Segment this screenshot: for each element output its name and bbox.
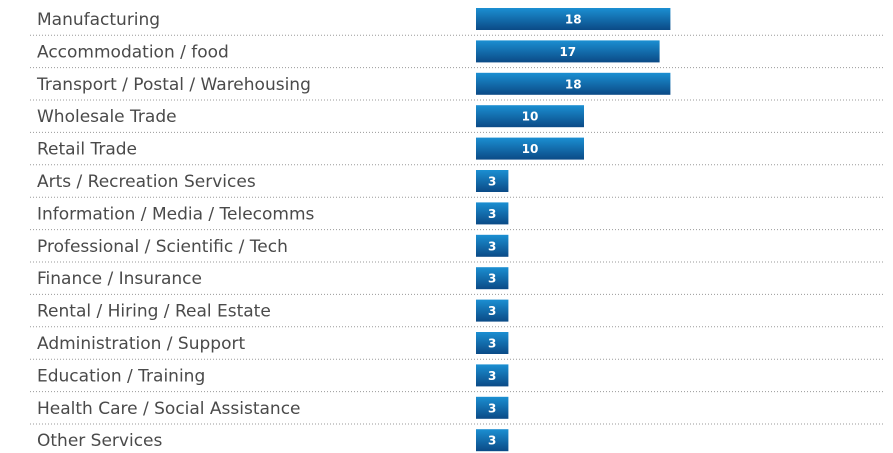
- bar: [476, 429, 509, 452]
- bar: [476, 234, 509, 257]
- category-label: Health Care / Social Assistance: [37, 399, 301, 419]
- bar: [476, 40, 660, 63]
- value-label: 3: [488, 369, 496, 383]
- bar: [476, 202, 509, 225]
- category-label: Professional / Scientific / Tech: [37, 237, 288, 257]
- value-label: 18: [565, 77, 582, 91]
- value-label: 18: [565, 13, 582, 27]
- value-label: 3: [488, 401, 496, 415]
- category-label: Education / Training: [37, 366, 205, 386]
- value-label: 3: [488, 434, 496, 448]
- bar: [476, 170, 509, 192]
- value-label: 3: [488, 239, 496, 253]
- category-label: Transport / Postal / Warehousing: [36, 75, 311, 95]
- category-label: Wholesale Trade: [37, 107, 177, 127]
- category-label: Retail Trade: [37, 140, 137, 160]
- value-label: 10: [522, 110, 539, 124]
- category-label: Manufacturing: [37, 10, 160, 30]
- category-label: Information / Media / Telecomms: [37, 204, 315, 224]
- category-label: Other Services: [37, 431, 163, 451]
- value-label: 10: [522, 142, 539, 156]
- value-label: 3: [488, 337, 496, 351]
- value-label: 3: [488, 272, 496, 286]
- bar: [476, 332, 509, 354]
- bar: [476, 8, 671, 30]
- bar: [476, 72, 671, 95]
- bar: [476, 105, 584, 128]
- bar: [476, 364, 509, 387]
- bar: [476, 137, 584, 160]
- category-label: Arts / Recreation Services: [37, 172, 256, 192]
- value-label: 3: [488, 207, 496, 221]
- category-label: Accommodation / food: [37, 42, 229, 62]
- bar: [476, 396, 509, 419]
- bar: [476, 299, 509, 322]
- value-label: 3: [488, 175, 496, 189]
- category-label: Rental / Hiring / Real Estate: [37, 302, 271, 322]
- category-label: Administration / Support: [37, 334, 245, 354]
- value-label: 17: [559, 45, 576, 59]
- value-label: 3: [488, 304, 496, 318]
- bar: [476, 267, 509, 290]
- category-label: Finance / Insurance: [37, 269, 202, 289]
